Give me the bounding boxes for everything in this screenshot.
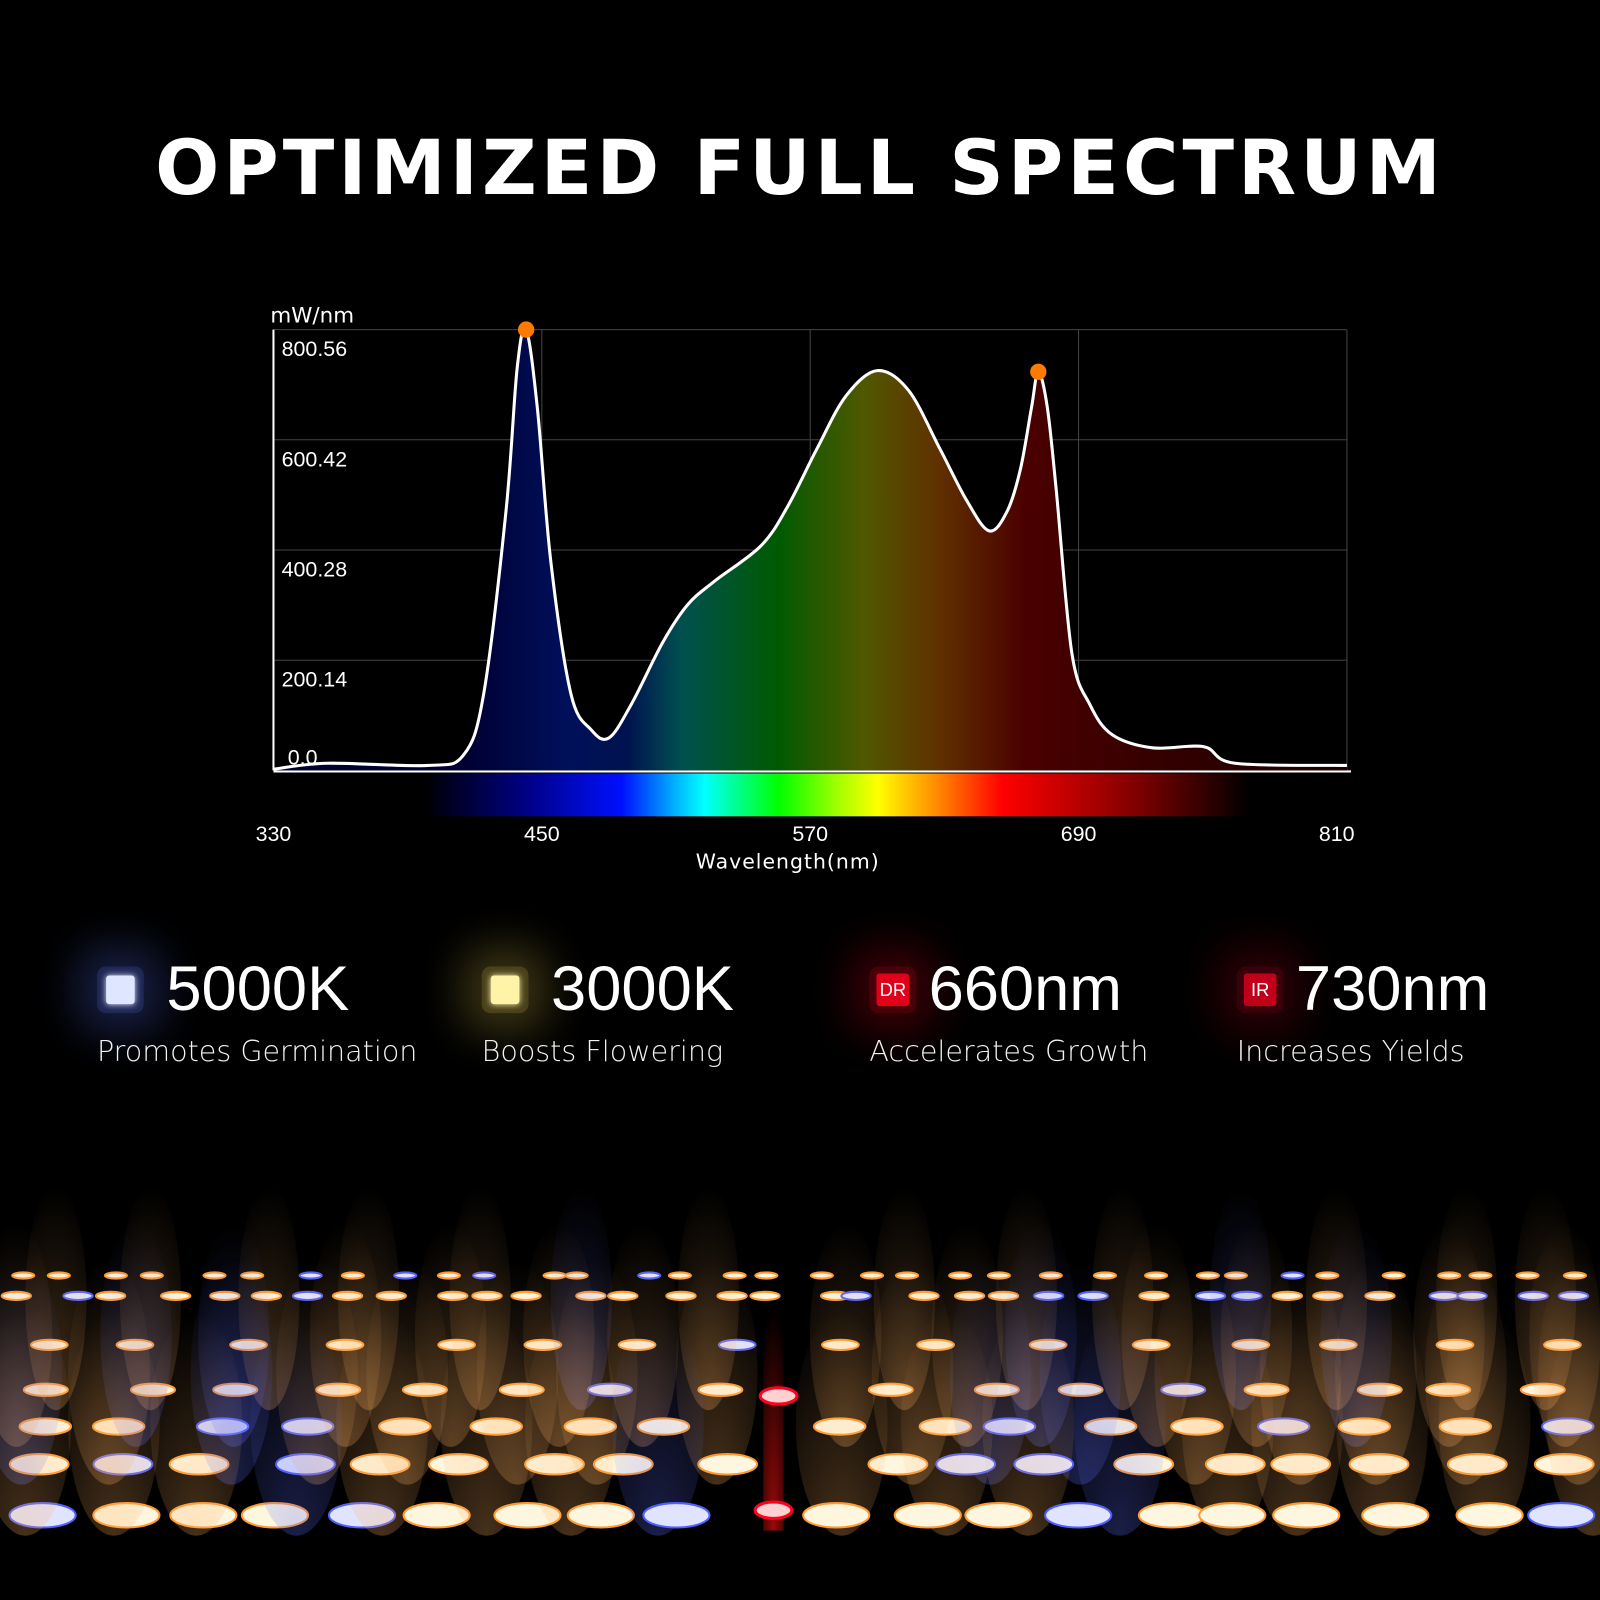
light-beam [795,1311,888,1536]
peak-marker [518,321,535,338]
led-dot [1137,1502,1206,1529]
feature-value: 3000K [551,954,734,1025]
feature-value: 730nm [1295,954,1490,1025]
feature-value: 660nm [928,954,1123,1025]
led-dot [1361,1502,1430,1529]
feature-desc: Accelerates Growth [869,1034,1149,1069]
feature-desc: Increases Yields [1236,1034,1465,1069]
x-tick-label: 330 [256,822,292,846]
x-tick-label: 690 [1061,822,1097,846]
light-beam [150,1311,243,1536]
light-beam [0,1311,72,1536]
feature-desc: Boosts Flowering [481,1034,724,1069]
led-dot [1272,1502,1341,1529]
led-dot [749,1290,781,1302]
spectrum-line [273,326,1347,771]
light-beam [763,1306,784,1531]
feature-3000k: 3000K Boosts Flowering [481,949,734,1069]
led-dot [642,1502,711,1529]
led-dot [1044,1502,1113,1529]
x-axis-label: Wavelength(nm) [696,849,880,873]
white-led-chip-icon [96,966,144,1014]
led-array-image [0,1185,1600,1536]
spectrum-area [273,328,1347,771]
led-dot [697,1453,759,1476]
light-beam [1251,1311,1344,1536]
feature-desc: Promotes Germination [96,1034,418,1069]
y-tick-label: 0.0 [288,745,318,769]
y-tick-label: 800.56 [282,337,347,361]
page-title: OPTIMIZED FULL SPECTRUM [155,124,1445,213]
y-tick-label: 400.28 [282,558,347,582]
led-dot [964,1502,1033,1529]
x-tick-label: 570 [792,822,828,846]
light-beam [67,1311,160,1536]
light-beam [612,1311,704,1536]
light-beam [901,1311,993,1536]
led-dot [1527,1502,1596,1529]
y-axis-label: mW/nm [270,303,354,328]
deep-red-chip-icon: DR [869,966,917,1014]
led-dot [1455,1502,1524,1529]
light-beam [982,1311,1075,1536]
feature-value: 5000K [166,954,350,1025]
feature-5000k: 5000K Promotes Germination [96,949,418,1069]
red-led-dot [758,1386,799,1406]
light-beam [1336,1311,1429,1536]
peak-marker [1030,363,1047,380]
feature-730nm: IR 730nm Increases Yields [1236,949,1490,1069]
light-beam [440,1311,533,1536]
led-dot [893,1502,962,1529]
warm-led-chip-icon [481,966,529,1014]
light-beam [250,1311,343,1536]
y-tick-label: 200.14 [282,668,348,692]
spectrum-color-bar [423,773,1250,817]
light-beam [1438,1311,1531,1536]
x-tick-label: 450 [524,822,560,846]
x-tick-label: 810 [1319,822,1355,846]
light-beam [336,1311,429,1536]
light-beam [1181,1311,1274,1536]
red-led-dot [753,1500,794,1520]
light-beam [1547,1311,1600,1536]
led-dot [566,1502,635,1529]
y-tick-label: 600.42 [282,447,347,471]
light-beam [1074,1311,1166,1536]
spectrum-chart: mW/nm 0.0 200.14 400.28 600.42 800.56 330 450… [256,303,1355,873]
light-beam [525,1311,617,1536]
led-dot [754,1271,779,1280]
infrared-chip-icon: IR [1236,966,1284,1014]
led-dot [802,1502,871,1529]
feature-660nm: DR 660nm Accelerates Growth [869,949,1148,1068]
led-dot [1198,1502,1267,1529]
